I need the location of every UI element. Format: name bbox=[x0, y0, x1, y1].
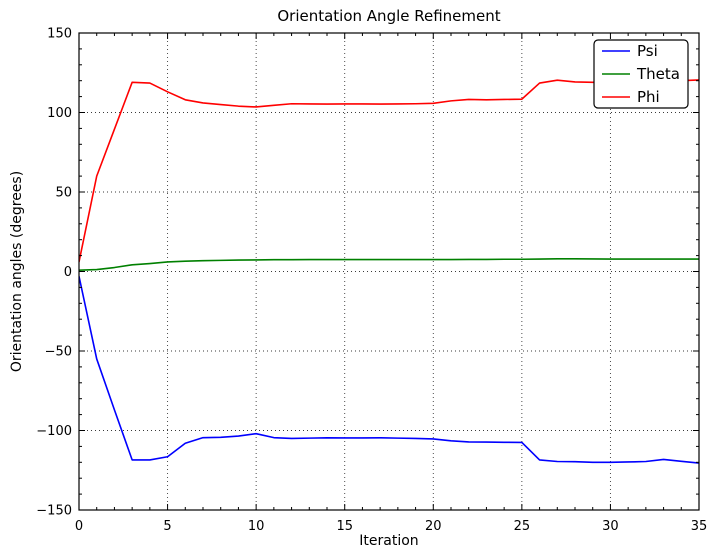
legend-label-theta: Theta bbox=[636, 65, 680, 83]
series-line-theta bbox=[79, 257, 699, 272]
y-tick-label: 0 bbox=[64, 265, 72, 280]
chart-title: Orientation Angle Refinement bbox=[277, 7, 500, 25]
x-axis-label: Iteration bbox=[359, 533, 418, 549]
legend-box bbox=[593, 39, 689, 109]
axis-ticks: 0 5 10 15 20 25 30 35 −150 −100 −50 0 50 100 150 bbox=[36, 27, 707, 535]
x-tick-label: 0 bbox=[75, 519, 83, 534]
y-axis-label: Orientation angles (degrees) bbox=[9, 171, 25, 372]
y-tick-label: −150 bbox=[36, 504, 72, 519]
x-tick-label: 35 bbox=[691, 519, 708, 534]
x-tick-label: 20 bbox=[425, 519, 442, 534]
x-tick-label: 25 bbox=[514, 519, 531, 534]
x-tick-label: 15 bbox=[336, 519, 353, 534]
y-tick-label: −50 bbox=[45, 345, 72, 360]
legend-label-phi: Phi bbox=[637, 88, 660, 106]
y-tick-label: 150 bbox=[47, 27, 72, 42]
series-line-psi bbox=[79, 276, 699, 464]
y-tick-label: 50 bbox=[55, 186, 72, 201]
y-tick-label: 100 bbox=[47, 106, 72, 121]
legend-label-psi: Psi bbox=[637, 42, 658, 60]
x-tick-label: 10 bbox=[248, 519, 265, 534]
x-tick-label: 5 bbox=[163, 519, 171, 534]
y-tick-label: −100 bbox=[36, 424, 72, 439]
legend: Psi Theta Phi bbox=[593, 39, 689, 109]
x-tick-label: 30 bbox=[602, 519, 619, 534]
grid-lines bbox=[79, 33, 699, 510]
